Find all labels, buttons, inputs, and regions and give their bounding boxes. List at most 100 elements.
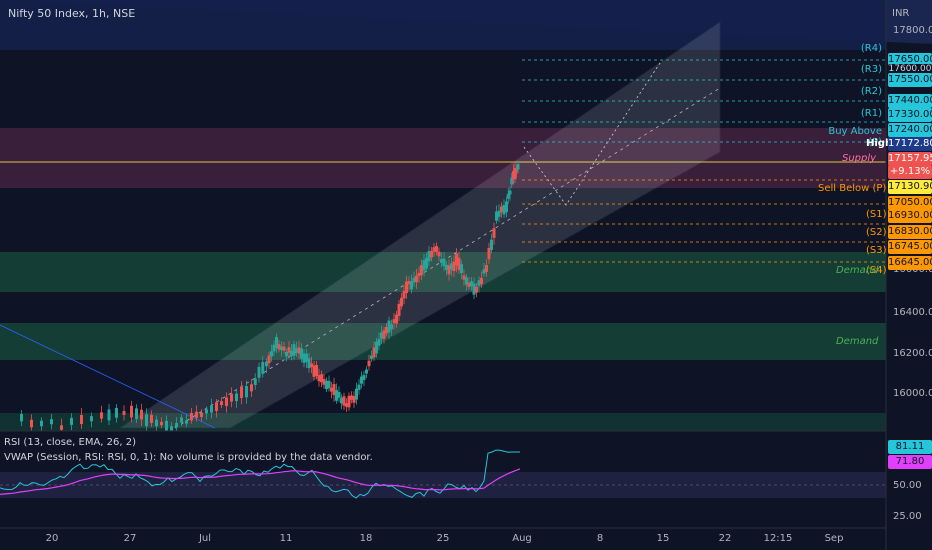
level-badge-s2: 16830.00 (888, 225, 932, 239)
candle (70, 417, 73, 425)
candle (40, 420, 43, 427)
candle (500, 206, 503, 213)
candle (170, 426, 173, 431)
candle (267, 355, 271, 364)
sell-below-label: Sell Below (P) (818, 183, 887, 194)
high-label: High (866, 138, 893, 149)
candle (145, 414, 148, 427)
price-tick: 17800.00 (893, 25, 932, 36)
candle (315, 364, 318, 376)
time-tick: 20 (45, 533, 59, 544)
candle (392, 319, 396, 323)
level-badge-hidden: 17600.00 (888, 64, 932, 74)
candle (300, 348, 303, 359)
candle (467, 282, 471, 288)
candle (472, 283, 476, 295)
candle (387, 320, 391, 333)
candle (385, 326, 388, 334)
candle (475, 286, 478, 293)
candle (505, 201, 508, 213)
candle (457, 257, 461, 270)
level-badge-buy: 17240.00 (888, 123, 932, 137)
demand-label-upper: Demand (836, 265, 879, 276)
candle (261, 361, 265, 374)
candle (297, 347, 301, 354)
candle (215, 402, 218, 412)
candle (372, 347, 376, 358)
rsi-title[interactable]: RSI (13, close, EMA, 26, 2) (4, 437, 137, 448)
level-label-s2: (S2) (866, 227, 887, 238)
vwap-title[interactable]: VWAP (Session, RSI: RSI, 0, 1): No volum… (4, 452, 373, 463)
candle (287, 347, 291, 353)
ema-line (0, 468, 521, 495)
candle (395, 314, 398, 324)
price-channel[interactable] (118, 21, 721, 429)
candle (465, 277, 468, 285)
candles (20, 160, 520, 438)
candle (347, 395, 351, 408)
candle (322, 378, 326, 385)
candle (487, 247, 491, 260)
candle (447, 265, 451, 275)
candle (165, 420, 168, 433)
candle (367, 360, 371, 367)
channel-midline (174, 87, 721, 429)
candle (282, 346, 286, 351)
candle (302, 353, 306, 363)
level-label-r1: (R1) (860, 108, 882, 119)
projection-path[interactable] (523, 59, 663, 206)
candle (510, 177, 514, 185)
candle (492, 228, 496, 238)
candle (272, 344, 276, 352)
candle (432, 247, 436, 252)
top-band (0, 0, 886, 50)
candle (425, 257, 428, 269)
level-label-buy: Buy Above (P) (828, 126, 882, 148)
candle (277, 344, 281, 350)
candle (342, 396, 346, 406)
candle (155, 419, 158, 427)
candle (305, 353, 308, 362)
symbol-title[interactable]: Nifty 50 Index, 1h, NSE (8, 7, 136, 20)
supply-label: Supply (842, 153, 877, 164)
last-price-badge: 17157.95 (888, 152, 932, 166)
candle (382, 330, 386, 339)
candle (122, 411, 126, 415)
candle (412, 277, 416, 283)
candle (450, 263, 453, 270)
candle (335, 390, 338, 401)
candle (280, 346, 283, 351)
candle (327, 380, 331, 389)
currency-label: INR (892, 8, 910, 19)
demand-label-lower: Demand (836, 336, 879, 347)
candle (397, 303, 401, 316)
level-label-r4: (R4) (860, 43, 882, 54)
candle (135, 408, 138, 419)
candle (295, 348, 298, 353)
candle (362, 374, 366, 380)
price-tick: 16000.00 (893, 388, 932, 399)
candle (190, 412, 193, 421)
trend-line[interactable] (0, 324, 216, 429)
candle (285, 352, 288, 357)
candle (175, 422, 178, 428)
candle (200, 412, 203, 417)
candle (345, 403, 348, 407)
candle (410, 281, 413, 290)
candle (150, 414, 153, 423)
candle (490, 239, 493, 250)
level-label-s4: (S4) (866, 265, 887, 276)
time-tick: 22 (718, 533, 732, 544)
candle (20, 413, 23, 422)
candle (100, 412, 103, 419)
time-tick: Sep (824, 533, 844, 544)
candle (340, 397, 343, 404)
candle (427, 251, 431, 262)
candle (60, 425, 63, 430)
candle (442, 258, 446, 267)
candle (422, 260, 426, 271)
level-badge-r1: 17330.00 (888, 108, 932, 122)
candle (140, 409, 143, 420)
level-badge-s1: 16930.00 (888, 209, 932, 223)
